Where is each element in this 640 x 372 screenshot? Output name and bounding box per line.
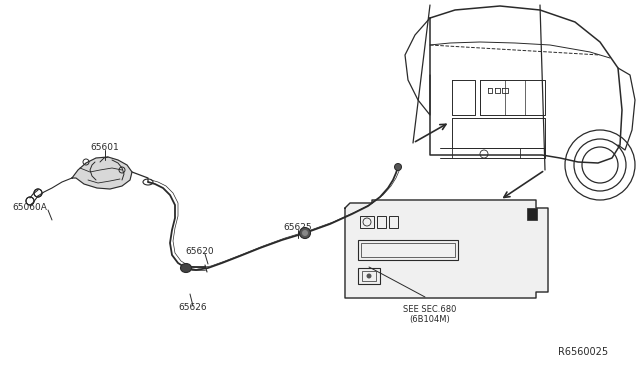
Text: SEE SEC.680: SEE SEC.680	[403, 305, 457, 314]
Text: 65601: 65601	[91, 144, 120, 153]
Text: 65625: 65625	[284, 224, 312, 232]
Circle shape	[300, 228, 310, 238]
Text: 65060A: 65060A	[13, 203, 47, 212]
Text: R6560025: R6560025	[558, 347, 608, 357]
Polygon shape	[72, 157, 132, 189]
Bar	[527, 208, 537, 220]
Bar	[358, 268, 380, 284]
Bar	[389, 216, 398, 228]
Circle shape	[302, 230, 308, 236]
Bar	[360, 216, 374, 228]
Bar	[377, 216, 386, 228]
Circle shape	[394, 164, 401, 170]
Text: 65620: 65620	[186, 247, 214, 257]
Circle shape	[367, 273, 371, 279]
Bar	[361, 243, 455, 257]
Text: (6B104M): (6B104M)	[410, 315, 451, 324]
Bar	[362, 271, 376, 281]
Ellipse shape	[180, 263, 191, 273]
Text: 65626: 65626	[179, 304, 207, 312]
Polygon shape	[345, 200, 548, 298]
Bar	[358, 240, 458, 260]
